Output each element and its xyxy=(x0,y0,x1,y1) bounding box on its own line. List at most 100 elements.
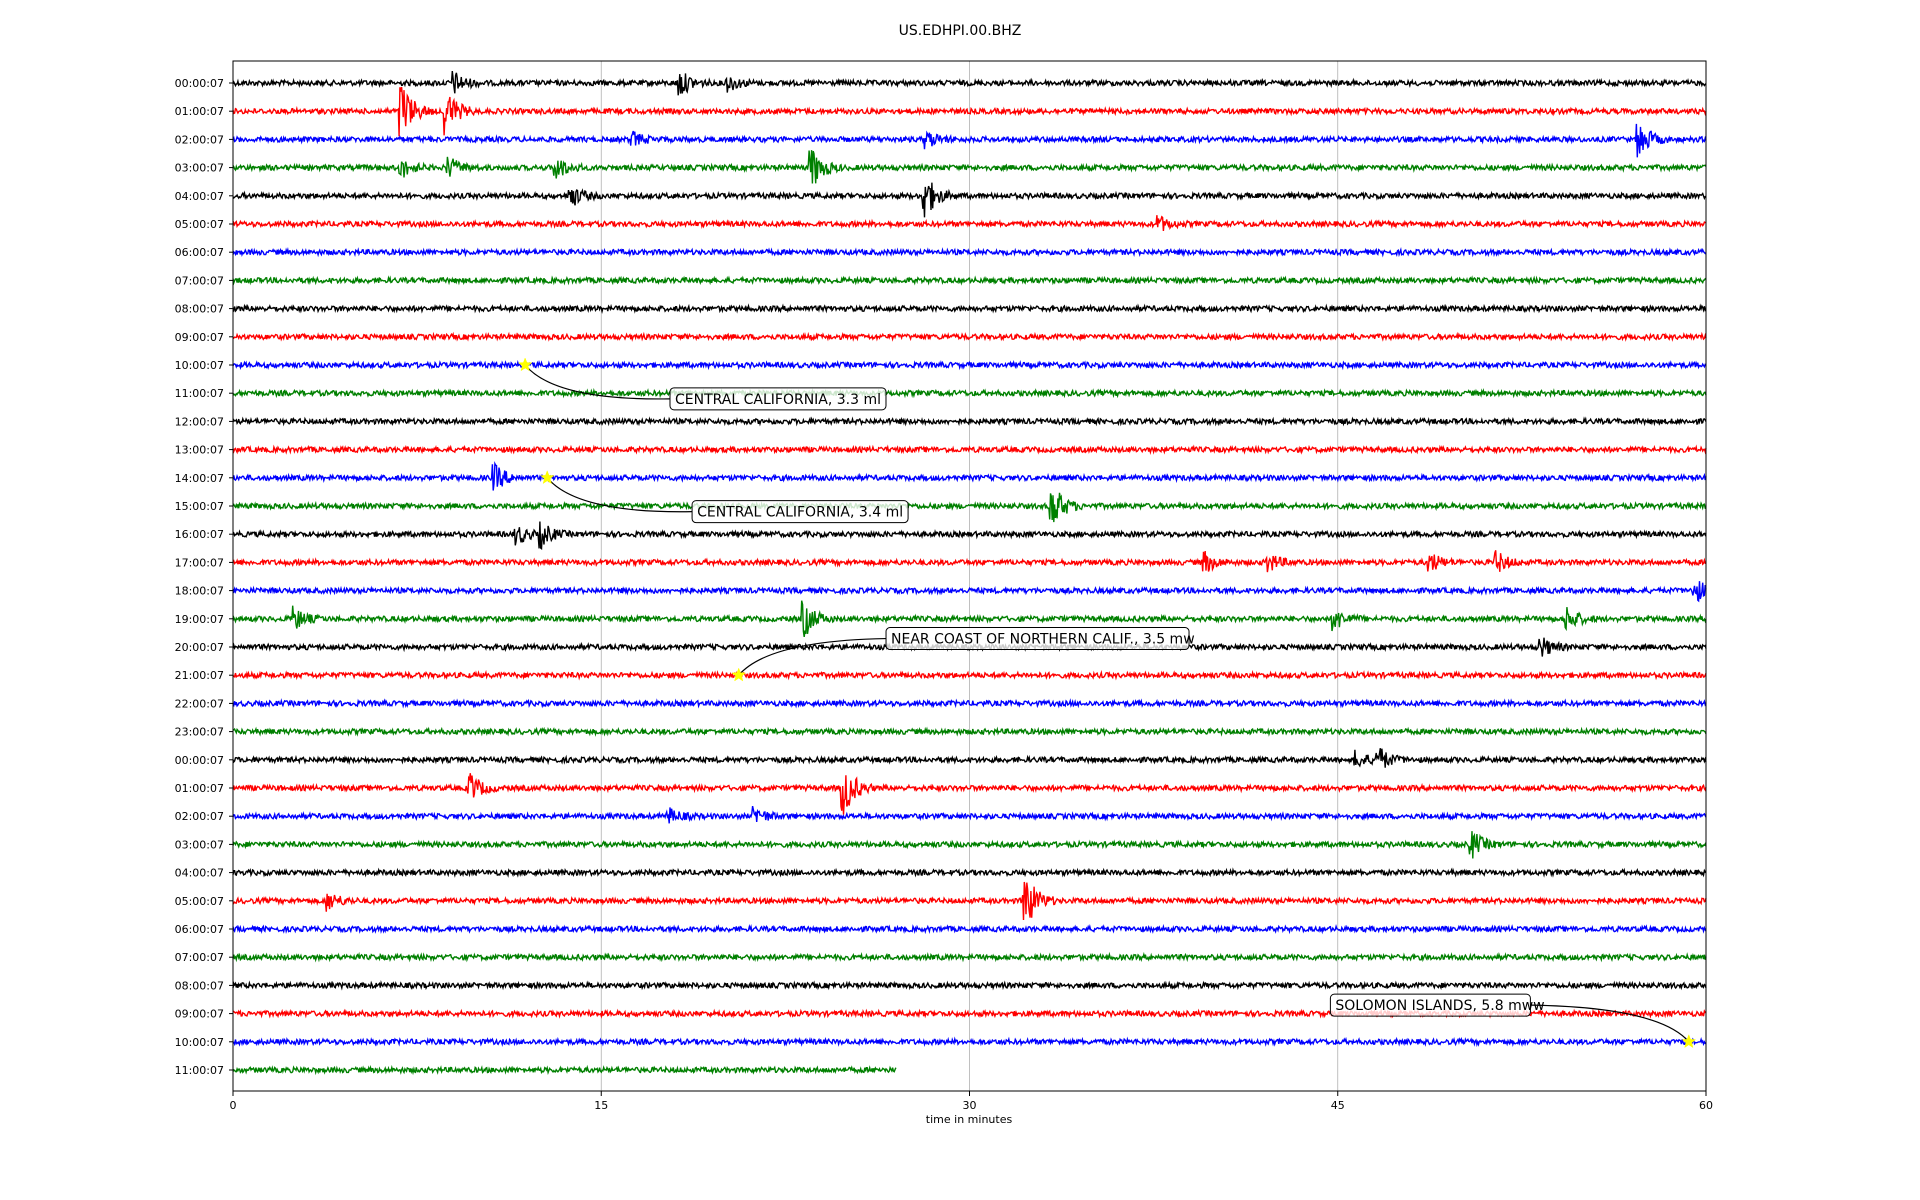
trace-row-18 xyxy=(232,581,1707,603)
row-label-8: 08:00:07 xyxy=(175,303,224,316)
x-tick-label-4: 60 xyxy=(1699,1099,1713,1112)
chart-title: US.EDHPI.00.BHZ xyxy=(899,23,1022,39)
event-label-0: CENTRAL CALIFORNIA, 3.3 ml xyxy=(675,392,881,408)
event-label-box-1 xyxy=(691,500,909,524)
event-label-1: CENTRAL CALIFORNIA, 3.4 ml xyxy=(697,505,903,521)
event-star-1 xyxy=(539,470,555,485)
trace-row-6 xyxy=(232,247,1707,258)
x-axis-ticks: 0 15 30 45 60 xyxy=(230,1091,1713,1112)
trace-row-32 xyxy=(232,980,1707,991)
trace-row-31 xyxy=(232,951,1707,963)
row-label-33: 09:00:07 xyxy=(175,1008,224,1021)
trace-row-7 xyxy=(232,275,1707,286)
trace-row-16 xyxy=(232,521,1707,550)
event-star-2 xyxy=(731,667,747,682)
trace-row-9 xyxy=(232,331,1707,342)
trace-row-24 xyxy=(232,748,1707,768)
trace-row-30 xyxy=(232,923,1707,935)
event-annotations: CENTRAL CALIFORNIA, 3.3 ml CENTRAL CALIFO… xyxy=(517,357,1697,1049)
event-label-box-2 xyxy=(885,627,1190,651)
row-label-21: 21:00:07 xyxy=(175,669,224,682)
row-label-17: 17:00:07 xyxy=(175,556,224,569)
trace-row-3 xyxy=(232,150,1707,184)
row-label-26: 02:00:07 xyxy=(175,810,224,823)
row-label-16: 16:00:07 xyxy=(175,528,224,541)
vertical-gridlines xyxy=(600,61,1339,1091)
row-label-30: 06:00:07 xyxy=(175,923,224,936)
trace-row-11 xyxy=(232,387,1707,399)
event-label-3: SOLOMON ISLANDS, 5.8 mww xyxy=(1335,998,1544,1014)
trace-row-10 xyxy=(232,359,1707,371)
x-tick-label-0: 0 xyxy=(230,1099,237,1112)
row-label-31: 07:00:07 xyxy=(175,951,224,964)
row-label-5: 05:00:07 xyxy=(175,218,224,231)
event-star-3 xyxy=(1681,1034,1697,1049)
trace-row-8 xyxy=(232,303,1707,314)
trace-row-5 xyxy=(232,215,1707,231)
row-label-1: 01:00:07 xyxy=(175,105,224,118)
row-label-34: 10:00:07 xyxy=(175,1036,224,1049)
trace-row-23 xyxy=(232,726,1707,737)
trace-row-17 xyxy=(232,550,1707,573)
event-connector-0 xyxy=(524,364,671,400)
trace-row-35 xyxy=(232,1064,897,1076)
trace-row-12 xyxy=(232,416,1707,427)
trace-row-15 xyxy=(232,492,1707,523)
trace-row-25 xyxy=(232,773,1707,815)
event-label-box-3 xyxy=(1329,993,1531,1017)
trace-row-27 xyxy=(232,831,1707,859)
event-label-2: NEAR COAST OF NORTHERN CALIF., 3.5 mw xyxy=(891,632,1195,648)
row-label-4: 04:00:07 xyxy=(175,190,224,203)
x-axis-label: time in minutes xyxy=(926,1113,1013,1126)
trace-row-21 xyxy=(232,669,1707,681)
trace-row-0 xyxy=(232,71,1707,96)
row-label-3: 03:00:07 xyxy=(175,162,224,175)
row-label-24: 00:00:07 xyxy=(175,754,224,767)
row-label-32: 08:00:07 xyxy=(175,979,224,992)
row-label-15: 15:00:07 xyxy=(175,500,224,513)
row-label-20: 20:00:07 xyxy=(175,641,224,654)
trace-row-2 xyxy=(232,123,1707,158)
event-connector-1 xyxy=(546,477,693,513)
trace-row-22 xyxy=(232,698,1707,709)
trace-row-29 xyxy=(232,881,1707,921)
trace-row-14 xyxy=(232,460,1707,491)
event-annotation-1: CENTRAL CALIFORNIA, 3.4 ml xyxy=(539,470,909,524)
row-label-6: 06:00:07 xyxy=(175,246,224,259)
seismogram-traces xyxy=(232,71,1707,1076)
row-label-13: 13:00:07 xyxy=(175,444,224,457)
event-star-0 xyxy=(517,357,533,372)
row-label-19: 19:00:07 xyxy=(175,613,224,626)
x-tick-label-1: 15 xyxy=(594,1099,608,1112)
row-label-2: 02:00:07 xyxy=(175,133,224,146)
row-label-11: 11:00:07 xyxy=(175,387,224,400)
row-label-28: 04:00:07 xyxy=(175,867,224,880)
event-connector-3 xyxy=(1530,1004,1690,1043)
event-label-box-0 xyxy=(669,387,887,411)
row-label-7: 07:00:07 xyxy=(175,274,224,287)
event-annotation-0: CENTRAL CALIFORNIA, 3.3 ml xyxy=(517,357,887,411)
trace-row-34 xyxy=(233,1036,1707,1048)
x-tick-label-2: 30 xyxy=(963,1099,977,1112)
row-label-23: 23:00:07 xyxy=(175,726,224,739)
trace-row-26 xyxy=(232,805,1707,824)
trace-row-19 xyxy=(232,600,1707,638)
row-label-18: 18:00:07 xyxy=(175,585,224,598)
x-tick-label-3: 45 xyxy=(1331,1099,1345,1112)
row-label-29: 05:00:07 xyxy=(175,895,224,908)
row-label-27: 03:00:07 xyxy=(175,838,224,851)
row-label-14: 14:00:07 xyxy=(175,472,224,485)
trace-row-28 xyxy=(232,867,1707,878)
event-annotation-2: NEAR COAST OF NORTHERN CALIF., 3.5 mw xyxy=(731,627,1195,682)
trace-row-13 xyxy=(232,444,1707,455)
row-label-35: 11:00:07 xyxy=(175,1064,224,1077)
row-label-22: 22:00:07 xyxy=(175,697,224,710)
row-label-10: 10:00:07 xyxy=(175,359,224,372)
row-time-labels: 00:00:07 01:00:07 02:00:07 03:00:07 04:00:07… xyxy=(175,77,233,1077)
row-label-0: 00:00:07 xyxy=(175,77,224,90)
row-label-25: 01:00:07 xyxy=(175,782,224,795)
trace-row-4 xyxy=(232,182,1707,218)
row-label-9: 09:00:07 xyxy=(175,331,224,344)
trace-row-1 xyxy=(232,86,1707,137)
row-label-12: 12:00:07 xyxy=(175,415,224,428)
